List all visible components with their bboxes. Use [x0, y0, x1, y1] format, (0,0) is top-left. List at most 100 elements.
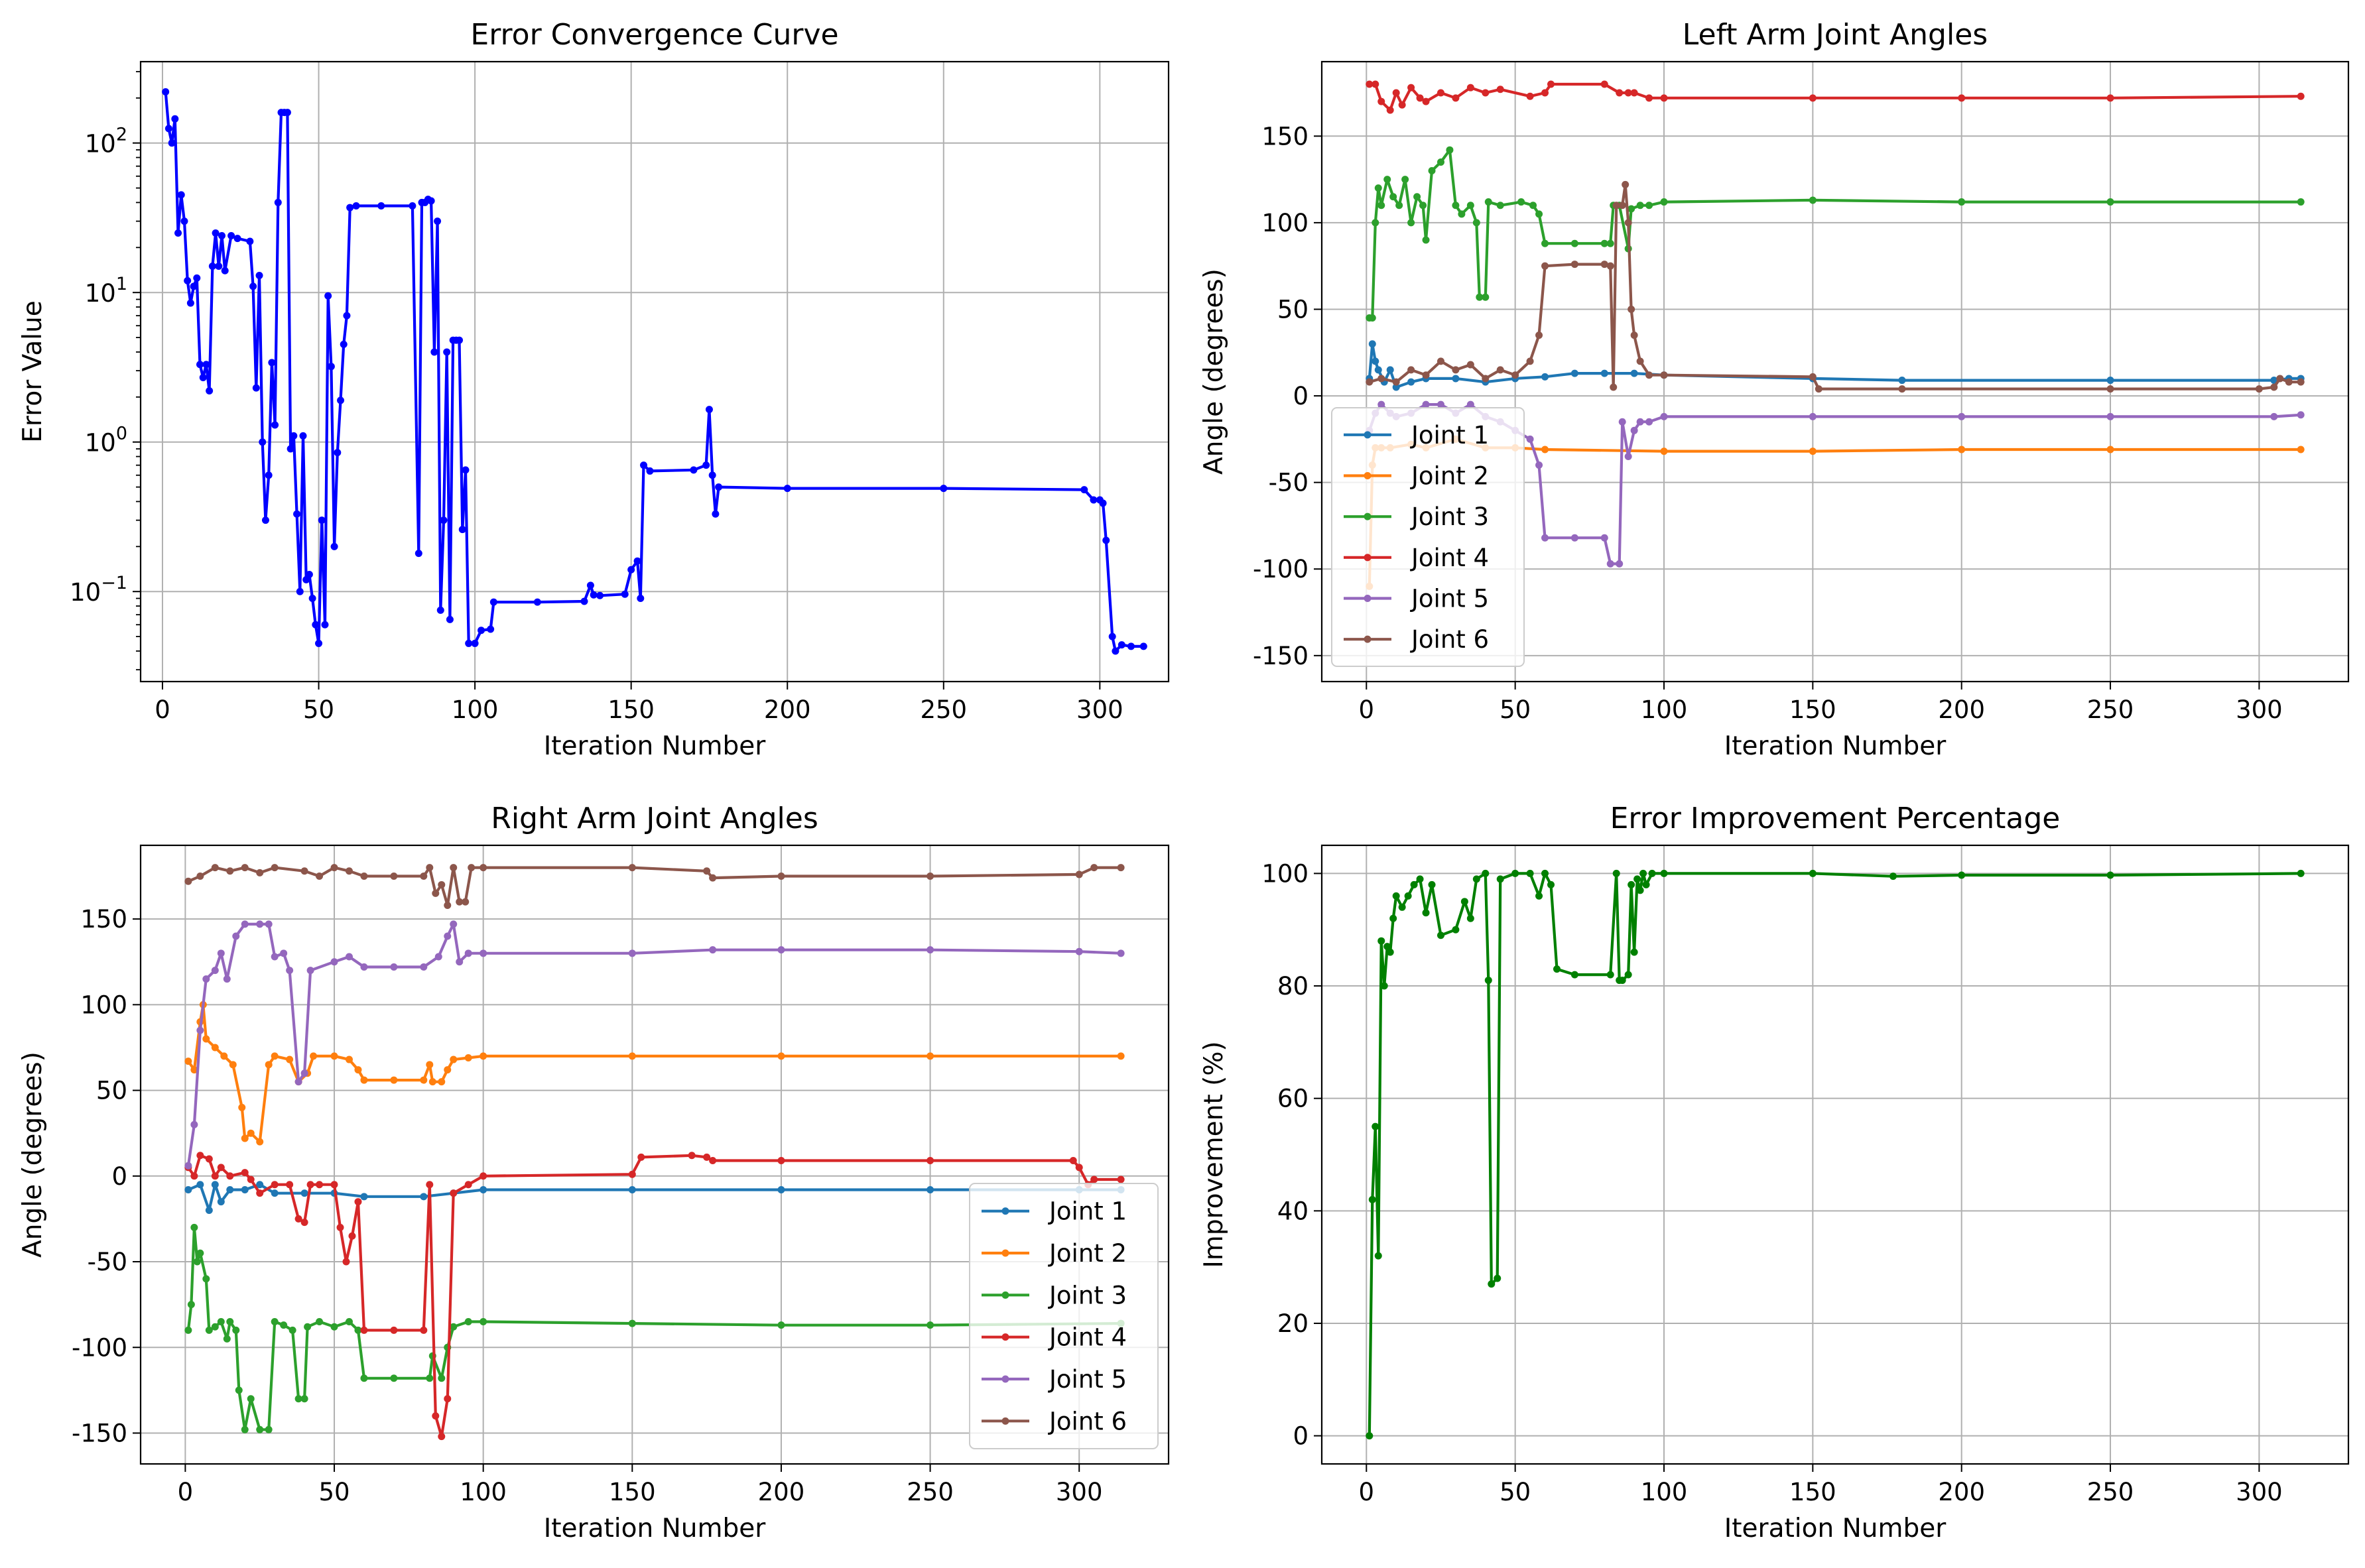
data-point	[450, 920, 458, 928]
data-point	[1889, 873, 1897, 880]
data-point	[1630, 332, 1638, 339]
data-point	[1374, 1252, 1382, 1260]
y-tick-label: 40	[1277, 1197, 1309, 1225]
data-point	[390, 1326, 398, 1334]
data-point	[288, 1326, 296, 1334]
data-point	[1392, 892, 1400, 900]
data-point	[271, 1317, 279, 1325]
data-point	[390, 1076, 398, 1084]
data-point	[223, 975, 231, 983]
y-tick-label: 0	[1293, 382, 1309, 410]
data-point	[1606, 560, 1614, 568]
data-point	[1407, 366, 1415, 374]
data-point	[1600, 261, 1608, 269]
data-point	[1366, 80, 1374, 88]
data-point	[1600, 369, 1608, 377]
data-point	[1628, 880, 1635, 888]
data-point	[265, 920, 273, 928]
data-point	[1645, 202, 1653, 210]
x-tick-label: 100	[452, 695, 499, 724]
data-point	[705, 406, 713, 414]
data-point	[1372, 219, 1379, 227]
data-point	[462, 466, 470, 474]
series-line	[1368, 342, 2301, 389]
x-tick-label: 200	[1938, 1478, 1985, 1506]
data-point	[352, 202, 360, 210]
tick-base: 10	[70, 578, 101, 607]
data-point	[1372, 1122, 1379, 1130]
data-point	[202, 1035, 210, 1043]
data-point	[221, 267, 229, 274]
data-point	[1958, 871, 1966, 879]
data-point	[1410, 880, 1418, 888]
data-point	[1099, 499, 1107, 507]
data-point	[471, 639, 479, 647]
x-tick-label: 300	[2236, 1478, 2283, 1506]
data-point	[1437, 400, 1444, 408]
data-point	[1630, 948, 1638, 956]
data-point	[336, 1223, 344, 1231]
data-point	[1600, 534, 1608, 542]
data-point	[409, 202, 416, 210]
data-point	[294, 1078, 302, 1086]
legend-label: Joint 5	[1410, 585, 1489, 613]
data-point	[1452, 366, 1460, 374]
data-point	[1139, 642, 1147, 650]
data-point	[489, 598, 497, 606]
series-line	[1368, 872, 2301, 1436]
data-point	[464, 1054, 472, 1061]
chart-title: Right Arm Joint Angles	[491, 802, 818, 835]
legend-label: Joint 3	[1410, 503, 1489, 531]
series-line	[187, 1003, 1121, 1144]
data-point	[390, 963, 398, 971]
data-point	[1645, 94, 1653, 102]
y-axis-label: Error Value	[18, 300, 48, 443]
tick-base: 10	[85, 279, 116, 308]
data-point	[1660, 198, 1668, 206]
data-point	[450, 864, 458, 872]
data-point	[1112, 647, 1119, 655]
data-point	[450, 1189, 458, 1197]
data-point	[1660, 94, 1668, 102]
data-point	[1526, 92, 1534, 100]
data-point	[420, 1076, 428, 1084]
series-line	[1369, 82, 2301, 112]
data-point	[2106, 446, 2114, 453]
data-point	[1090, 864, 1098, 872]
data-point	[487, 625, 495, 633]
data-point	[1628, 305, 1635, 313]
data-point	[628, 949, 636, 957]
data-point	[308, 595, 316, 603]
data-point	[330, 1323, 338, 1331]
legend-label: Joint 4	[1048, 1323, 1127, 1352]
data-point	[1535, 332, 1543, 339]
data-point	[1616, 560, 1624, 568]
data-point	[1570, 239, 1578, 247]
data-point	[247, 1395, 255, 1403]
data-point	[300, 1189, 308, 1197]
legend: Joint 1 Joint 2 Joint 3 Joint 4 Joint 5 Joint…	[969, 1183, 1159, 1449]
data-point	[1642, 880, 1650, 888]
data-point	[777, 1321, 785, 1329]
data-point	[703, 867, 711, 875]
data-point	[220, 1052, 228, 1060]
data-point	[1645, 371, 1653, 379]
data-point	[777, 873, 785, 880]
data-point	[1482, 89, 1490, 97]
data-point	[177, 191, 185, 199]
data-point	[1517, 198, 1525, 206]
data-point	[1660, 371, 1668, 379]
data-point	[637, 1153, 645, 1161]
series-line	[1369, 149, 2301, 320]
data-point	[646, 467, 654, 475]
data-point	[212, 229, 220, 237]
data-point	[1616, 89, 1624, 97]
data-point	[628, 1319, 636, 1327]
data-point	[444, 1066, 452, 1074]
y-tick-label: 150	[1261, 122, 1309, 151]
data-point	[1075, 947, 1083, 955]
data-point	[232, 1326, 240, 1334]
tick-exponent: 2	[116, 125, 127, 145]
x-axis-label: Iteration Number	[1724, 1514, 1947, 1543]
series-4	[1366, 80, 2305, 114]
